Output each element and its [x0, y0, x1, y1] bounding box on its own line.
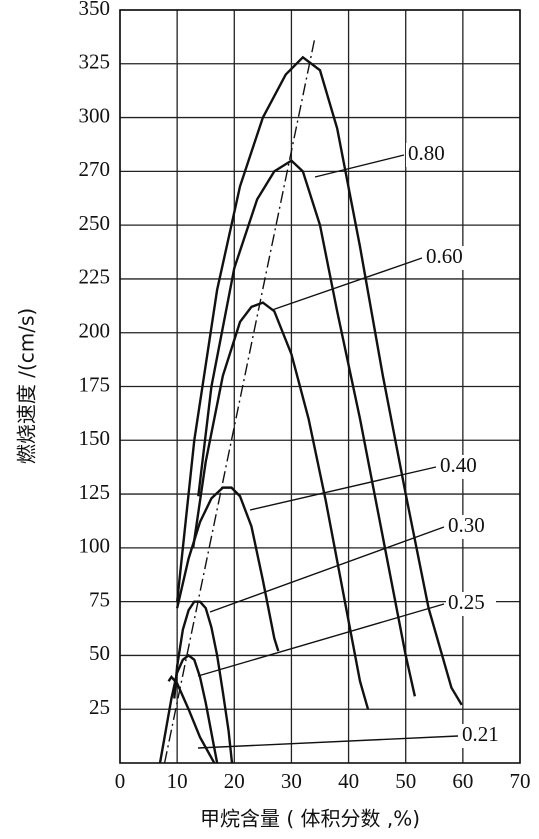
y-tick-label: 325: [79, 50, 111, 74]
y-tick-label: 125: [79, 480, 111, 504]
series-line: [158, 653, 219, 764]
series-line: [197, 159, 417, 697]
x-tick-label: 0: [115, 769, 126, 793]
y-tick-label: 50: [89, 641, 110, 665]
series-line: [191, 301, 370, 710]
series-label: 0.25: [448, 590, 485, 614]
label-bg: [438, 455, 488, 479]
y-tick-label: 350: [79, 0, 111, 20]
series-line: [167, 674, 216, 764]
label-bg: [460, 724, 510, 748]
y-tick-label: 300: [79, 103, 111, 127]
x-tick-label: 30: [281, 769, 302, 793]
x-tick-label: 10: [167, 769, 188, 793]
leader-line: [209, 526, 445, 613]
y-tick-label: 225: [79, 265, 111, 289]
label-bg: [424, 246, 474, 270]
leader-line: [271, 257, 423, 311]
y-tick-label: 250: [79, 211, 111, 235]
series-label: 0.30: [448, 513, 485, 537]
series-line: [175, 55, 463, 706]
label-bg: [406, 143, 456, 167]
label-bg: [446, 592, 496, 616]
x-tick-label: 70: [510, 769, 531, 793]
y-tick-label: 25: [89, 695, 110, 719]
plot-frame: [119, 9, 521, 764]
x-tick-label: 20: [224, 769, 245, 793]
x-axis-label: 甲烷含量 ( 体积分数 ,%): [200, 807, 420, 831]
series-label: 0.60: [426, 244, 463, 268]
x-tick-label: 40: [338, 769, 359, 793]
series-label: 0.40: [440, 453, 477, 477]
series-line: [163, 37, 316, 764]
x-tick-label: 60: [452, 769, 473, 793]
leader-line: [197, 603, 445, 677]
leader-line: [249, 466, 437, 511]
x-tick-label: 50: [395, 769, 416, 793]
y-tick-label: 175: [79, 372, 111, 396]
leader-line: [197, 735, 459, 749]
leader-line: [314, 154, 405, 178]
series-label: 0.21: [462, 722, 499, 746]
y-tick-label: 150: [79, 426, 111, 450]
series-line: [173, 600, 234, 764]
y-tick-label: 270: [79, 157, 111, 181]
label-bg: [446, 515, 496, 539]
series-label: 0.80: [408, 141, 445, 165]
y-tick-label: 100: [79, 534, 111, 558]
y-tick-label: 75: [89, 587, 110, 611]
y-tick-label: 200: [79, 319, 111, 343]
y-axis-label: 燃烧速度 /(cm/s): [15, 308, 39, 464]
